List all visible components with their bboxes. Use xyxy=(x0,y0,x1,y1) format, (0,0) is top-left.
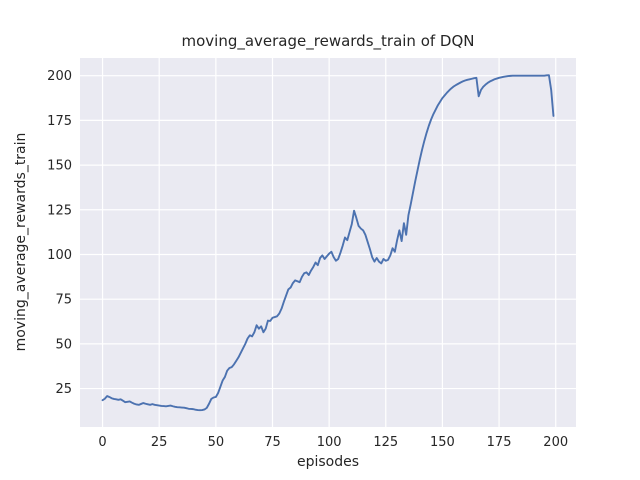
x-tick-label: 125 xyxy=(373,435,398,450)
x-tick-label: 50 xyxy=(208,435,225,450)
y-tick-label: 75 xyxy=(55,293,72,308)
plot-background xyxy=(80,58,576,427)
x-tick-label: 175 xyxy=(487,435,512,450)
x-axis-label: episodes xyxy=(296,454,360,470)
x-tick-label: 150 xyxy=(430,435,455,450)
y-axis-label: moving_average_rewards_train xyxy=(13,132,29,352)
y-tick-label: 175 xyxy=(47,114,72,129)
y-tick-label: 50 xyxy=(55,337,72,352)
y-tick-label: 125 xyxy=(47,203,72,218)
x-tick-label: 100 xyxy=(317,435,342,450)
y-tick-label: 150 xyxy=(47,159,72,174)
x-tick-label: 200 xyxy=(543,435,568,450)
x-tick-label: 25 xyxy=(151,435,168,450)
x-tick-label: 75 xyxy=(264,435,281,450)
y-tick-label: 200 xyxy=(47,69,72,84)
series-line xyxy=(101,74,555,412)
x-tick-label: 0 xyxy=(98,435,106,450)
chart-title: moving_average_rewards_train of DQN xyxy=(181,32,475,50)
y-tick-label: 25 xyxy=(55,382,72,397)
y-tick-label: 100 xyxy=(47,248,72,263)
